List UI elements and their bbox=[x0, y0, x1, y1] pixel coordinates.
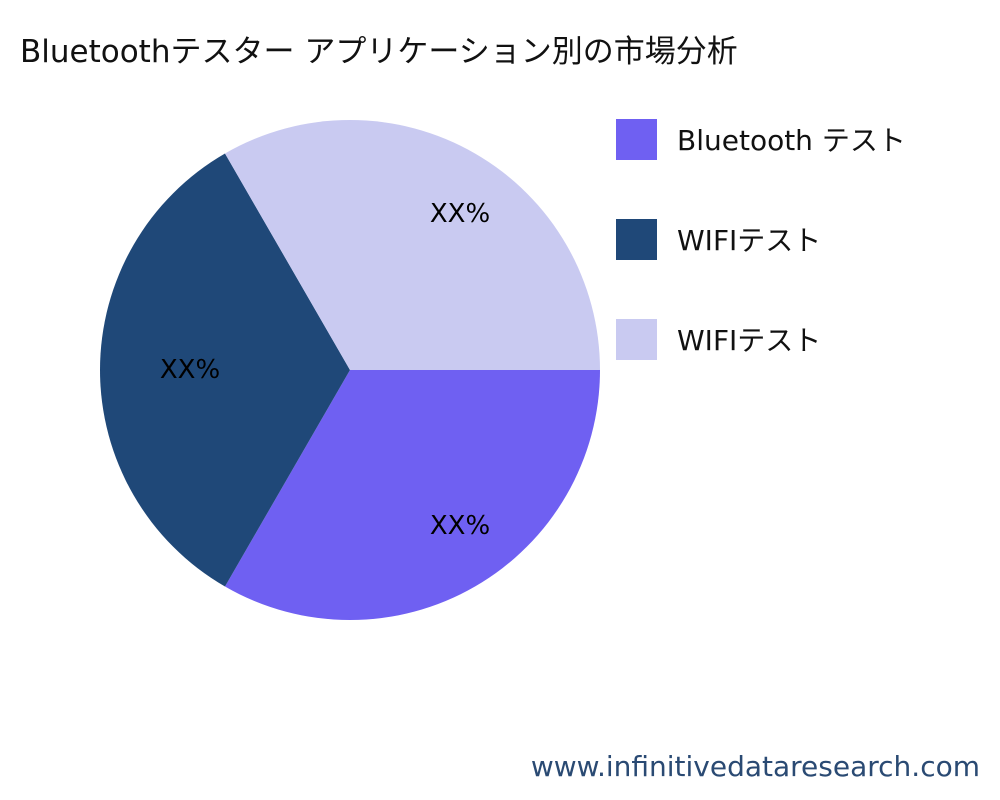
chart-title: Bluetoothテスター アプリケーション別の市場分析 bbox=[20, 34, 738, 70]
slice-data-label: XX% bbox=[430, 199, 490, 229]
legend-item: Bluetooth テスト bbox=[616, 118, 906, 160]
legend: Bluetooth テスト WIFIテスト WIFIテスト bbox=[616, 118, 906, 418]
legend-label: WIFIテスト bbox=[677, 324, 822, 357]
legend-swatch bbox=[616, 218, 657, 260]
legend-item: WIFIテスト bbox=[616, 218, 906, 260]
slice-data-label: XX% bbox=[160, 355, 220, 385]
footer-url[interactable]: www.infinitivedataresearch.com bbox=[530, 750, 980, 783]
legend-swatch bbox=[616, 118, 657, 160]
pie-slice bbox=[225, 370, 600, 620]
legend-label: WIFIテスト bbox=[677, 224, 822, 257]
legend-swatch bbox=[616, 318, 657, 360]
pie-slice bbox=[225, 119, 600, 370]
slice-data-label: XX% bbox=[430, 511, 490, 541]
legend-item: WIFIテスト bbox=[616, 318, 906, 360]
legend-label: Bluetooth テスト bbox=[677, 124, 906, 157]
